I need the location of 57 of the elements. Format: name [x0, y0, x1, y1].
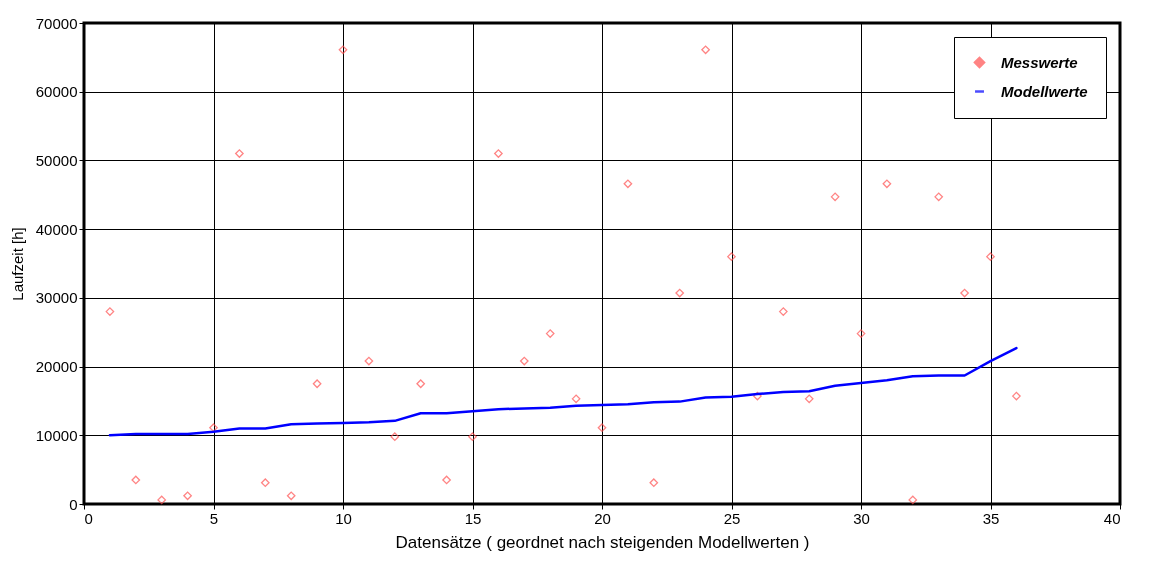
x-tick-label: 15	[464, 509, 482, 527]
point	[571, 394, 581, 404]
point	[286, 491, 296, 501]
point	[338, 45, 348, 55]
y-axis-title: Laufzeit [h]	[8, 227, 26, 301]
point	[390, 432, 400, 442]
point	[778, 307, 788, 316]
y-tick-label: 70000	[35, 14, 78, 32]
point	[1012, 391, 1021, 401]
point	[804, 394, 814, 404]
x-tick-label: 25	[723, 509, 741, 527]
y-tick-label: 50000	[35, 151, 78, 169]
x-tick-label: 0	[84, 509, 93, 527]
point	[908, 495, 918, 505]
point	[597, 423, 607, 433]
point	[727, 252, 736, 261]
x-tick-label: 5	[209, 509, 219, 527]
x-tick-label: 30	[853, 509, 870, 527]
point	[260, 478, 270, 488]
point	[183, 491, 192, 501]
point	[830, 192, 840, 202]
point	[675, 288, 685, 298]
y-tick-label: 0	[69, 495, 78, 513]
point	[157, 495, 167, 505]
line-series	[108, 346, 1018, 437]
point	[934, 192, 944, 202]
point	[312, 379, 322, 389]
x-tick-label: 35	[982, 509, 1000, 527]
x-axis-title: Datensätze ( geordnet nach steigenden Modellwerten )	[395, 532, 810, 552]
point	[960, 288, 969, 298]
point	[545, 329, 555, 338]
y-tick-label: 60000	[35, 83, 78, 101]
x-tick-label: 40	[1103, 509, 1121, 527]
point	[986, 252, 995, 261]
point	[519, 356, 529, 366]
point	[494, 149, 503, 158]
point	[649, 478, 659, 488]
legend-label: Messwerte	[1001, 53, 1078, 71]
x-tick-label: 10	[335, 509, 352, 527]
point	[701, 45, 710, 55]
point	[364, 356, 374, 366]
point	[235, 149, 244, 158]
point	[753, 391, 762, 401]
y-tick-label: 40000	[35, 220, 78, 238]
y-tick-label: 20000	[35, 358, 78, 376]
x-tick-label: 20	[594, 509, 611, 527]
point	[442, 475, 451, 485]
point	[468, 432, 477, 442]
point	[105, 307, 115, 316]
point	[131, 475, 141, 485]
y-tick-label: 10000	[35, 426, 78, 444]
point	[623, 179, 633, 189]
legend-label: Modellwerte	[1001, 82, 1088, 100]
point	[856, 329, 866, 338]
point	[416, 379, 426, 389]
point	[882, 179, 892, 189]
y-tick-label: 30000	[35, 289, 78, 307]
